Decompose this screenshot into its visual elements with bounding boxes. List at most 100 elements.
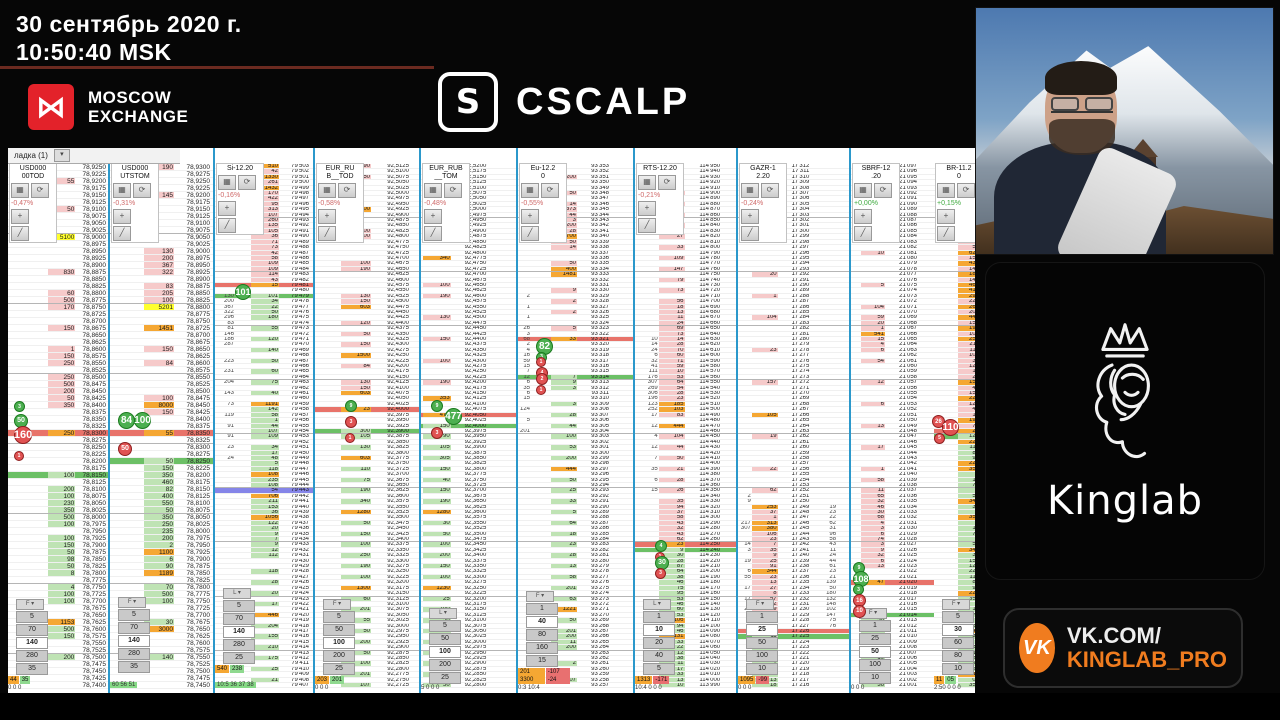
ladder-row[interactable]: 1300 92,3175 <box>315 585 419 592</box>
ladder-row[interactable]: 201 93 275 <box>518 585 633 592</box>
ladder-row[interactable]: 46 <box>934 385 975 392</box>
ladder-row[interactable]: 78,9225 <box>110 185 213 192</box>
ladder-row[interactable]: 14 <box>934 412 975 419</box>
grid-icon[interactable]: ▦ <box>741 183 759 198</box>
ladder-row[interactable]: 114 950 <box>635 164 736 170</box>
ladder-row[interactable]: 55 <box>934 542 975 548</box>
ladder-row[interactable]: 114 730 <box>635 283 736 289</box>
ladder-row[interactable]: 122 79 437 <box>215 520 313 527</box>
ladder-row[interactable]: 78,8200 <box>8 458 108 465</box>
ladder-row[interactable]: 1280 92,3525 <box>315 510 419 516</box>
ladder-row[interactable]: 93 270 <box>518 613 633 619</box>
ladder-row[interactable]: 222 <box>934 299 975 305</box>
ladder-row[interactable]: 78,9125 <box>110 213 213 220</box>
ladder-row[interactable]: 93 284 <box>518 537 633 543</box>
ladder-row[interactable]: 1100 78,7925 <box>110 549 213 556</box>
ladder-row[interactable]: 253 17 249 19 <box>738 504 849 510</box>
ladder-row[interactable]: 28 114 220 <box>635 558 736 565</box>
ladder-row[interactable]: 200 92,2925 <box>315 639 419 646</box>
lot-preset-button[interactable]: 1 <box>746 611 778 623</box>
ladder-row[interactable]: 79 460 <box>215 396 313 402</box>
ladder-row[interactable]: 231 60 79 465 <box>215 369 313 375</box>
ladder-row[interactable]: 13 21 049 <box>851 423 941 429</box>
ladder-row[interactable]: 114 870 <box>635 207 736 213</box>
ladder-row[interactable]: 353 92,4125 <box>421 396 516 402</box>
ladder-row[interactable]: 92,4225 <box>315 359 419 365</box>
ladder-row[interactable]: 603 92,4475 <box>315 304 419 310</box>
ladder-row[interactable]: 1189 78,7850 <box>110 570 213 577</box>
ladder-row[interactable]: 17 273 <box>738 375 849 381</box>
ladder-row[interactable]: 73 114 640 <box>635 331 736 337</box>
ladder-row[interactable]: 1230 92,3250 <box>421 585 516 592</box>
ladder-row[interactable]: 340 92,4775 <box>421 255 516 262</box>
ladder-row[interactable]: 5 79 448 <box>215 461 313 467</box>
lot-preset-button[interactable]: 280 <box>16 650 48 662</box>
chart-icon[interactable]: ╱ <box>218 218 236 233</box>
ladder-row[interactable]: 79 415 <box>215 640 313 646</box>
ladder-row[interactable]: 211 <box>934 342 975 348</box>
ladder-row[interactable]: 6 28 114 370 <box>635 477 736 483</box>
ladder-row[interactable]: 43 114 270 <box>635 531 736 538</box>
footer-mode-dropdown[interactable]: F ▾ <box>942 599 970 610</box>
ladder-row[interactable]: 78,8850 <box>8 276 108 283</box>
grid-icon[interactable]: ▦ <box>937 183 955 198</box>
ladder-row[interactable]: 2 17 251 <box>738 494 849 500</box>
ladder-row[interactable]: 17 263 <box>738 429 849 435</box>
ladder-row[interactable]: 17 277 <box>738 353 849 359</box>
ladder-row[interactable]: 3 21 027 <box>851 542 941 548</box>
ladder-row[interactable]: 21 052 <box>851 407 941 413</box>
ladder-row[interactable]: 59 21 069 <box>851 315 941 321</box>
ladder-row[interactable]: 50 93 295 <box>518 477 633 483</box>
ladder-row[interactable]: 83 79 474 <box>215 321 313 327</box>
lot-preset-button[interactable]: 100 <box>323 637 355 649</box>
ladder-row[interactable]: 17 79 450 <box>215 450 313 456</box>
ladder-row[interactable]: 211 79 441 <box>215 499 313 505</box>
ladder-row[interactable]: 79 480 <box>215 288 313 294</box>
ladder-row[interactable]: 93 290 <box>518 505 633 510</box>
ladder-row[interactable]: 92,4600 <box>315 278 419 283</box>
ladder-row[interactable]: 296 180 79 475 <box>215 315 313 321</box>
ladder-row[interactable]: 79 466 <box>215 364 313 370</box>
ladder-row[interactable]: 4 21 064 <box>851 342 941 348</box>
ladder-row[interactable]: 113 <box>934 445 975 451</box>
refresh-icon[interactable]: ⟳ <box>957 183 975 198</box>
ladder-row[interactable]: 100 78,8475 <box>110 395 213 402</box>
ladder-row[interactable]: 78,8625 <box>110 353 213 360</box>
ladder-row[interactable]: 186 <box>934 272 975 278</box>
ladder-row[interactable]: 41 <box>934 407 975 413</box>
grid-icon[interactable]: ▦ <box>854 183 872 198</box>
ladder-row[interactable]: 71 79 489 <box>215 239 313 246</box>
ladder-row[interactable]: 131 114 080 <box>635 634 736 640</box>
ladder-row[interactable]: 17 301 <box>738 223 849 229</box>
ladder-row[interactable]: 23 114 250 <box>635 542 736 548</box>
ladder-row[interactable]: 200 93 264 <box>518 645 633 651</box>
ladder-row[interactable]: 190 78,9300 <box>110 164 213 171</box>
ladder-row[interactable]: 3 93 322 <box>518 332 633 337</box>
ladder-row[interactable]: 56 114 700 <box>635 299 736 305</box>
ladder-row[interactable]: 1 21 067 <box>851 326 941 332</box>
ladder-row[interactable]: 250 92,3325 <box>315 553 419 559</box>
ladder-row[interactable]: 150 92,3800 <box>421 466 516 473</box>
ladder-row[interactable]: 252 103 114 500 <box>635 407 736 413</box>
ladder-row[interactable]: 13 17 235 139 <box>738 580 849 586</box>
ladder-row[interactable]: 35 3 93 312 <box>518 385 633 392</box>
ladder-row[interactable]: 2 93 329 <box>518 294 633 300</box>
lot-preset-button[interactable]: 25 <box>746 624 778 636</box>
ladder-row[interactable]: 92,3750 <box>315 461 419 467</box>
ladder-row[interactable]: 21 048 <box>851 429 941 435</box>
ladder-row[interactable]: 78,9225 <box>8 171 108 178</box>
ladder-row[interactable]: 21 047 <box>851 434 941 440</box>
ladder-row[interactable]: 104 21 071 <box>851 304 941 310</box>
ladder-row[interactable]: 92,4375 <box>315 326 419 332</box>
ladder-row[interactable]: 1 93 325 <box>518 315 633 321</box>
ladder-row[interactable]: 100 92,4300 <box>421 358 516 365</box>
ladder-row[interactable]: 8 78,7800 <box>8 570 108 577</box>
ladder-row[interactable]: 42 79 502 <box>215 169 313 175</box>
lot-preset-button[interactable]: 280 <box>118 648 150 660</box>
ladder-row[interactable]: 300 92,3900 <box>315 428 419 435</box>
ladder-row[interactable]: 92,3200 <box>315 580 419 586</box>
ladder-row[interactable]: 35 21 114 390 <box>635 466 736 473</box>
ladder-row[interactable]: 17 254 <box>738 478 849 483</box>
ladder-row[interactable]: 78,8700 <box>110 332 213 339</box>
ladder-row[interactable]: 92,2825 <box>421 678 516 683</box>
